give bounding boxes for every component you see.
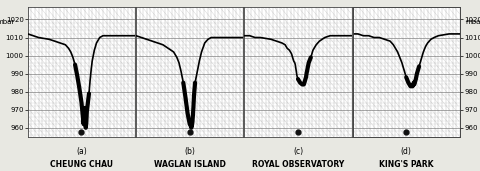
- Text: (d): (d): [401, 147, 412, 156]
- Text: WAGLAN ISLAND: WAGLAN ISLAND: [154, 160, 226, 169]
- Text: KING'S PARK: KING'S PARK: [379, 160, 433, 169]
- Text: (b): (b): [184, 147, 195, 156]
- Text: mbar: mbar: [0, 19, 15, 25]
- Text: (c): (c): [293, 147, 303, 156]
- Text: mbar: mbar: [465, 19, 480, 25]
- Text: CHEUNG CHAU: CHEUNG CHAU: [50, 160, 113, 169]
- Text: (a): (a): [76, 147, 87, 156]
- Text: ROYAL OBSERVATORY: ROYAL OBSERVATORY: [252, 160, 344, 169]
